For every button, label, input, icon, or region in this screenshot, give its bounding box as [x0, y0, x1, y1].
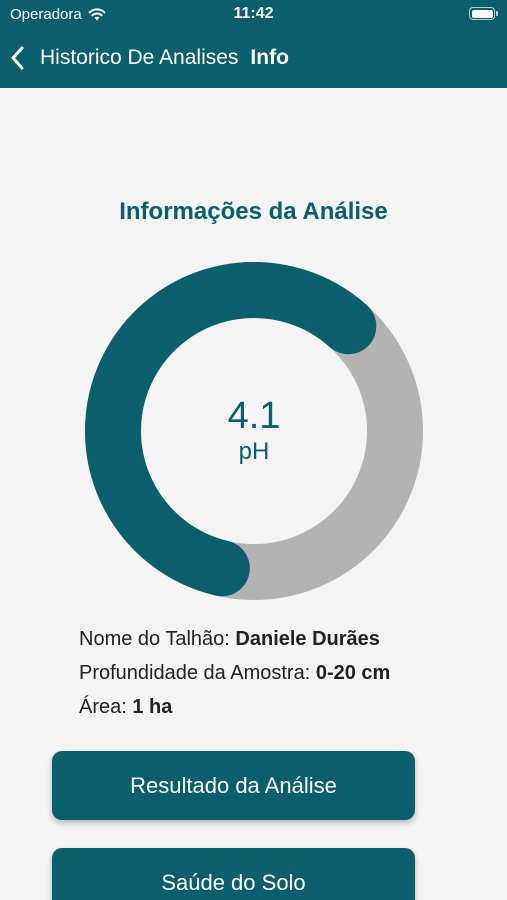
section-title: Informações da Análise — [119, 198, 388, 225]
area-row: Área: 1 ha — [79, 694, 390, 728]
battery-icon — [469, 7, 498, 20]
analysis-info: Nome do Talhão: Daniele Durães Profundid… — [79, 626, 390, 728]
analysis-result-button[interactable]: Resultado da Análise — [52, 751, 415, 820]
carrier-label: Operadora — [10, 6, 82, 23]
sample-depth-row: Profundidade da Amostra: 0-20 cm — [79, 660, 390, 694]
area-label: Área: — [79, 696, 127, 718]
sample-depth-value: 0-20 cm — [315, 662, 391, 684]
status-carrier: Operadora — [10, 6, 106, 23]
status-time: 11:42 — [233, 5, 274, 22]
gauge-unit: pH — [238, 438, 270, 465]
back-button[interactable] — [10, 44, 32, 72]
soil-health-button[interactable]: Saúde do Solo — [52, 848, 415, 900]
ph-gauge — [85, 262, 423, 600]
back-label[interactable]: Historico De Analises — [40, 46, 239, 69]
field-name-label: Nome do Talhão: — [79, 628, 230, 650]
gauge-center: 4.1 pH — [85, 262, 423, 600]
area-value: 1 ha — [132, 696, 173, 718]
wifi-icon — [88, 8, 106, 21]
navigation-bar: Historico De Analises Info — [0, 42, 507, 74]
page-title: Info — [250, 46, 289, 69]
chevron-left-icon — [11, 46, 24, 70]
field-name-row: Nome do Talhão: Daniele Durães — [79, 626, 390, 660]
field-name-value: Daniele Durães — [235, 628, 380, 650]
gauge-fill — [85, 262, 377, 597]
sample-depth-label: Profundidade da Amostra: — [79, 662, 311, 684]
header-bar: Operadora 11:42 Historico De Analises In… — [0, 0, 507, 88]
gauge-value: 4.1 — [227, 395, 281, 437]
